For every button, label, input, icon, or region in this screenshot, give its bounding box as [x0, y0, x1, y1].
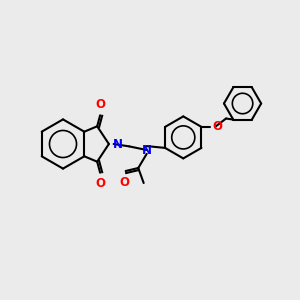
Text: O: O	[213, 120, 223, 133]
Text: N: N	[113, 137, 123, 151]
Text: O: O	[119, 176, 130, 188]
Text: N: N	[142, 143, 152, 157]
Text: O: O	[95, 177, 105, 190]
Text: O: O	[95, 98, 105, 111]
